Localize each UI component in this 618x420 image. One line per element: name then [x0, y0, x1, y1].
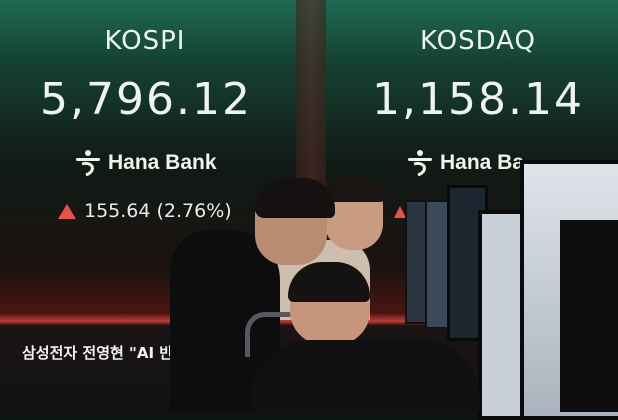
person-head-foreground [250, 340, 480, 412]
kosdaq-value: 1,158.14 [372, 74, 584, 125]
monitor [478, 210, 526, 420]
monitor-back [560, 220, 618, 412]
kospi-sponsor-name: Hana Bank [108, 151, 217, 174]
person-hair [255, 178, 335, 218]
kospi-sponsor-logo: Hana Bank [74, 150, 217, 176]
kospi-value: 5,796.12 [40, 74, 252, 125]
board-divider [296, 0, 326, 200]
kosdaq-sponsor-logo: Hana Ba [406, 150, 524, 176]
kospi-change-value: 155.64 (2.76%) [84, 200, 232, 222]
hana-bank-logo-icon [76, 150, 100, 176]
kospi-change: 155.64 (2.76%) [58, 200, 232, 222]
person-hair [288, 262, 370, 302]
triangle-up-icon [394, 206, 406, 218]
kospi-title: KOSPI [104, 26, 186, 56]
kosdaq-sponsor-name: Hana Ba [440, 151, 525, 174]
hana-bank-logo-icon [408, 150, 432, 176]
kosdaq-title: KOSDAQ [420, 26, 536, 56]
triangle-up-icon [58, 203, 76, 219]
news-ticker-headline: 삼성전자 전영현 "AI 반 [22, 344, 174, 362]
